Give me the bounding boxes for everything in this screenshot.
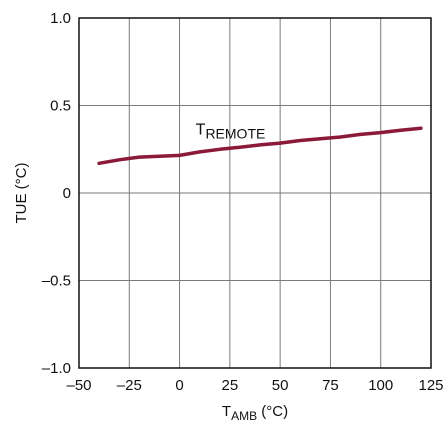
- series-line-0: [97, 126, 423, 166]
- grid: [79, 18, 431, 368]
- tick-labels: –50 –25 0 25 50 75 100 125 –1.0 –0.5 0 0.5 1.0: [42, 10, 444, 394]
- series-label-tremote: TREMOTE: [196, 121, 266, 141]
- x-tick-label: 50: [272, 377, 289, 394]
- plot-frame: [78, 17, 432, 369]
- x-tick-label: 0: [175, 377, 183, 394]
- x-axis-title: TAMB (°C): [222, 403, 288, 423]
- x-tick-label: 100: [368, 377, 393, 394]
- y-tick-label: –0.5: [42, 273, 71, 290]
- y-tick-label: –1.0: [42, 360, 71, 377]
- x-axis-title-main: T: [222, 403, 231, 420]
- series-label-main: T: [196, 121, 206, 138]
- x-tick-label: –25: [117, 377, 142, 394]
- x-tick-label: –50: [66, 377, 91, 394]
- series-label-sub: REMOTE: [205, 125, 265, 141]
- y-tick-label: 0.5: [50, 98, 71, 115]
- x-tick-label: 75: [322, 377, 339, 394]
- x-axis-title-sub: AMB: [231, 409, 257, 423]
- y-axis-title: TUE (°C): [13, 163, 30, 224]
- x-tick-label: 125: [418, 377, 443, 394]
- y-tick-label: 0: [63, 185, 71, 202]
- series-layer: [97, 126, 423, 166]
- x-axis-title-unit: (°C): [257, 403, 288, 420]
- y-tick-label: 1.0: [50, 10, 71, 27]
- x-tick-label: 25: [222, 377, 239, 394]
